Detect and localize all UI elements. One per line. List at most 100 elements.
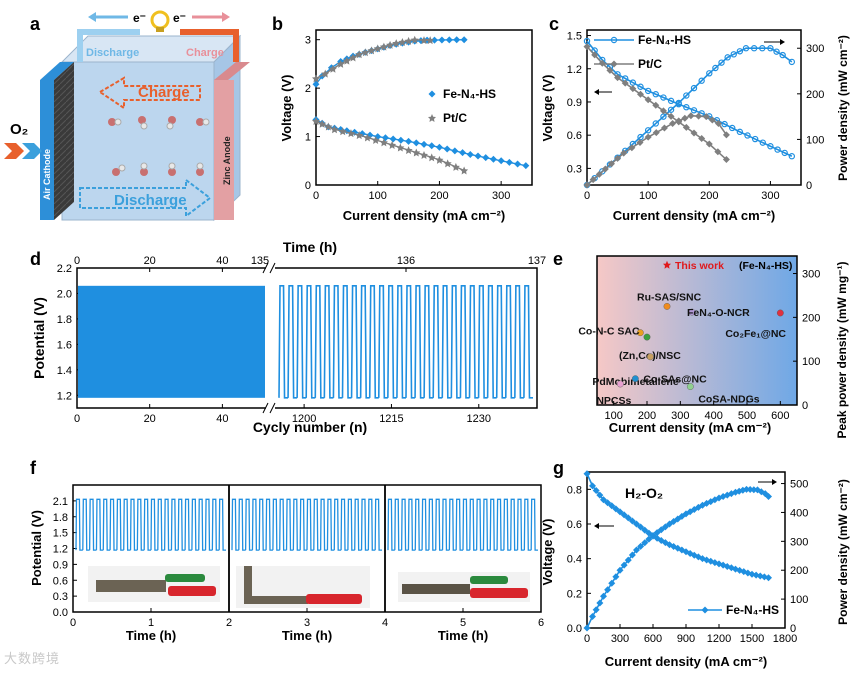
chart-c-series-1-power-point [589, 176, 597, 184]
chart-g-power-point [624, 556, 632, 564]
chart-b-series-1-discharge-point [363, 133, 372, 142]
air-cathode [54, 62, 74, 220]
discharge-wire [77, 29, 140, 62]
chart-g-voltage-point [608, 502, 616, 510]
chart-b-series-1-charge-point [404, 36, 413, 45]
chart-f-xlabel-1: Time (h) [282, 628, 332, 643]
chart-e-xlabel: Current density (mA cm⁻²) [609, 420, 771, 435]
chart-c-series-0-voltage-point [788, 153, 796, 160]
chart-d-frame-left [76, 267, 266, 409]
chart-b-series-1-discharge-point [412, 148, 421, 157]
chart-c-series-1-power-point [714, 119, 722, 127]
battery-strip-flat [96, 580, 166, 592]
chart-d-xlabel: Cycly number (n) [253, 419, 367, 435]
chart-f-flexible-cycling: 0 1 2 3 4 5 6 0.0 0.3 0.6 0.9 1.2 1.5 1.8 2.1 Time (h) T… [29, 484, 544, 643]
chart-c-series-0-voltage-point [736, 128, 744, 136]
chart-e-point-5 [643, 333, 651, 341]
chart-d-top-left-xtick-label: 0 [74, 255, 80, 267]
chart-c-series-1-voltage-point [606, 66, 614, 74]
chart-f-ytick-label: 0.0 [53, 607, 68, 619]
chart-c-series-0-power-point [712, 64, 719, 72]
chart-e-background [597, 256, 797, 405]
chart-c-series-0-power-point [683, 92, 690, 99]
chart-b-series-1-charge-point [386, 40, 395, 49]
panel-letter-e: e [553, 249, 563, 269]
chart-g-voltage-point [583, 470, 591, 478]
chart-g-ylabel: Voltage (V) [540, 519, 555, 586]
chart-e-point-label-1: Ru-SAS/SNC [637, 291, 702, 303]
cathode-top [40, 62, 74, 80]
chart-c-series-1-voltage-point [705, 140, 713, 148]
chart-c-series-0-power-point [773, 48, 780, 55]
panel-letter-c: c [549, 14, 559, 34]
chart-c-series-0-power-point [718, 59, 725, 66]
chart-c-right-ytick-label: 200 [806, 89, 824, 101]
zinc-anode [214, 80, 234, 220]
o2-arrow-1 [4, 143, 24, 159]
chart-g-power-point [645, 535, 653, 543]
chart-c-xtick-label: 0 [584, 190, 590, 202]
chart-c-series-0-power-point [730, 51, 737, 58]
chart-f-cycling-trace-2 [387, 498, 538, 551]
chart-b-series-1-charge-point [420, 36, 428, 45]
chart-g-power-point [589, 612, 596, 620]
chart-f-xtick-label: 1 [148, 617, 154, 629]
chart-c-series-0-voltage-point [660, 94, 667, 101]
chart-c-xlabel: Current density (mA cm⁻²) [613, 208, 775, 223]
chart-e-point-8 [616, 380, 624, 388]
chart-c-xtick-label: 300 [761, 190, 779, 202]
chart-c-series-0-voltage-point [683, 104, 690, 111]
chart-g-power-point [604, 586, 612, 594]
panel-letter-a: a [30, 14, 41, 34]
chart-b-ylabel: Voltage (V) [279, 75, 294, 142]
chart-c-series-0-voltage-point [759, 139, 766, 146]
chart-g-xtick-label: 1800 [773, 633, 797, 645]
chart-e-point-label-0: This work [675, 260, 724, 272]
chart-b-discharge-charge-polarization: 0 100 200 300 0 1 2 3 Current density (mA cm⁻²) V… [279, 29, 533, 223]
chart-f-ytick-label: 0.6 [53, 575, 68, 587]
discharge-arrow [79, 178, 212, 218]
chart-g-voltage-point [628, 517, 636, 525]
chart-b-series-0-discharge-point [489, 155, 497, 163]
chart-c-right-ytick-label: 300 [806, 43, 824, 55]
chart-g-ytick-label: 0.4 [567, 554, 582, 566]
air-cathode-label: Air Cathode [42, 149, 52, 200]
chart-c-legend-label-1: Pt/C [638, 57, 662, 71]
chart-c-series-0-power-point [706, 70, 713, 77]
chart-g-power-point [641, 539, 649, 547]
chart-b-series-0-discharge-point [412, 139, 420, 147]
clip-green-3 [470, 576, 508, 584]
chart-g-xtick-label: 900 [677, 633, 695, 645]
chart-e-point-label-4: Co-N-C SAC [578, 326, 640, 338]
chart-b-ytick-label: 3 [305, 35, 311, 47]
chart-c-legend-marker-1 [610, 60, 618, 68]
chart-g-right-ytick-label: 100 [790, 594, 808, 606]
chart-c-series-0-voltage-point [729, 124, 736, 132]
electron-arrowhead-right [222, 12, 230, 22]
cathode-collector [40, 80, 54, 220]
chart-c-series-0-power-point [788, 58, 796, 66]
chart-c-series-0-voltage-point [774, 146, 781, 153]
chart-c-series-1-voltage-point [722, 156, 730, 164]
chart-c-series-1-power-point [652, 129, 660, 137]
chart-b-series-0-discharge-point [497, 157, 505, 165]
chart-c-series-1-voltage-point [644, 96, 652, 104]
chart-c-series-0-power-point [652, 120, 659, 127]
chart-d-top-right-tick-label: 137 [528, 255, 546, 267]
zinc-anode-label: Zinc Anode [222, 136, 232, 185]
chart-d-right-xtick-label: 1215 [379, 413, 403, 425]
chart-e-ylabel: Peak power density (mW mg⁻¹) [835, 261, 849, 438]
chart-d-axis-break-1 [262, 402, 276, 414]
chart-b-legend-label-1: Pt/C [443, 111, 467, 125]
chart-d-ytick-label: 2.0 [57, 288, 72, 300]
chart-g-y2label: Power density (mW cm⁻²) [836, 479, 850, 625]
chart-e-ytick-label: 200 [802, 312, 820, 324]
chart-g-voltage-point [612, 505, 620, 513]
chart-f-ytick-label: 2.1 [53, 496, 68, 508]
chart-b-series-1-charge-point [342, 56, 351, 65]
chart-b-series-0-charge-point [445, 36, 453, 44]
chart-e-xtick-label: 100 [604, 410, 622, 422]
chart-c-series-1-voltage-point [629, 85, 637, 93]
